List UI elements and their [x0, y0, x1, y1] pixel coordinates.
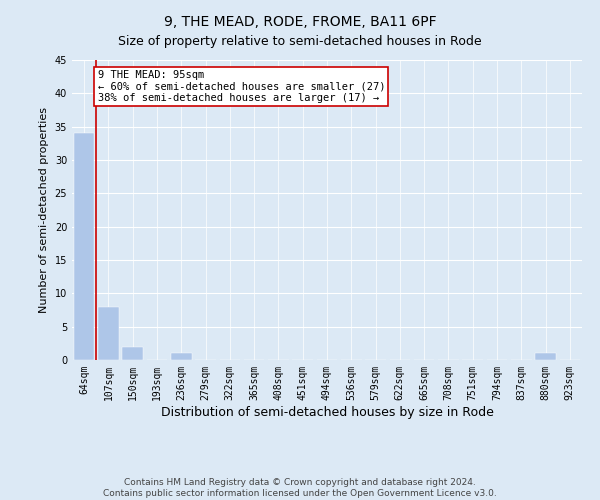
Bar	[122, 346, 143, 360]
Bar	[535, 354, 556, 360]
Y-axis label: Number of semi-detached properties: Number of semi-detached properties	[39, 107, 49, 313]
Text: Size of property relative to semi-detached houses in Rode: Size of property relative to semi-detach…	[118, 35, 482, 48]
Text: 9, THE MEAD, RODE, FROME, BA11 6PF: 9, THE MEAD, RODE, FROME, BA11 6PF	[164, 15, 436, 29]
Bar	[98, 306, 119, 360]
Text: Contains HM Land Registry data © Crown copyright and database right 2024.
Contai: Contains HM Land Registry data © Crown c…	[103, 478, 497, 498]
X-axis label: Distribution of semi-detached houses by size in Rode: Distribution of semi-detached houses by …	[161, 406, 493, 418]
Bar	[74, 134, 94, 360]
Bar	[171, 354, 191, 360]
Text: 9 THE MEAD: 95sqm
← 60% of semi-detached houses are smaller (27)
38% of semi-det: 9 THE MEAD: 95sqm ← 60% of semi-detached…	[97, 70, 385, 103]
